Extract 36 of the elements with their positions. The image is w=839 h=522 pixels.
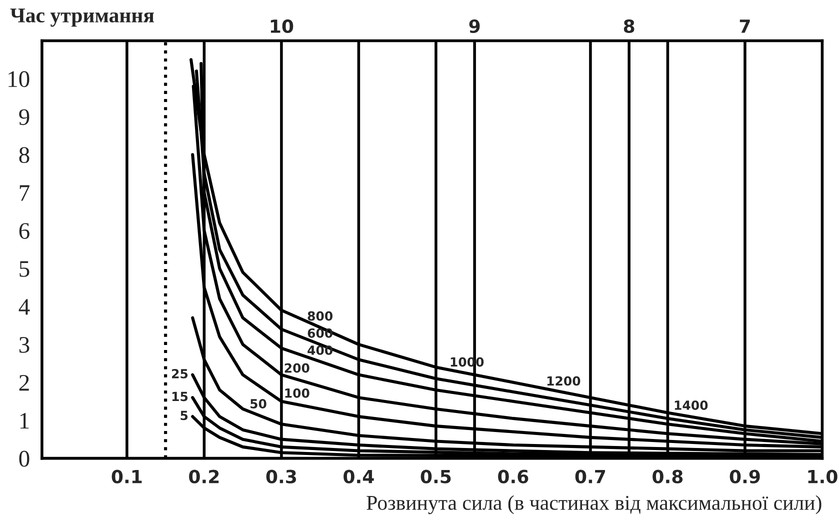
annotation: 7 xyxy=(740,20,750,33)
x-tick-label: 0.4 xyxy=(344,470,374,484)
y-tick-label: 7 xyxy=(20,185,30,201)
annotation: 1400 xyxy=(674,400,708,410)
y-tick-label: 3 xyxy=(19,336,30,353)
annotation: 15 xyxy=(172,392,188,402)
y-tick-label: 4 xyxy=(18,299,30,315)
annotation: 800 xyxy=(308,311,333,321)
x-tick-label: 0.6 xyxy=(498,470,528,484)
y-tick-label: 2 xyxy=(19,374,29,391)
annotation: 9 xyxy=(469,19,480,34)
y-axis-title: Час утримання xyxy=(10,8,154,27)
y-tick-label: 8 xyxy=(19,147,30,164)
x-tick-label: 0.2 xyxy=(189,470,219,484)
annotation: 10 xyxy=(270,19,294,34)
annotation: 200 xyxy=(284,363,310,373)
x-axis-title: Розвинута сила (в частинах від максимальної сили) xyxy=(366,495,822,514)
annotation: 8 xyxy=(624,19,634,34)
x-tick-label: 0.7 xyxy=(575,470,606,484)
annotation: 5 xyxy=(180,410,188,420)
y-tick-label: 10 xyxy=(8,71,30,88)
annotation: 50 xyxy=(250,398,266,408)
y-tick-label: 6 xyxy=(19,223,30,239)
x-tick-label: 0.3 xyxy=(266,470,296,484)
annotation: 100 xyxy=(285,388,310,398)
x-tick-label: 0.8 xyxy=(652,470,683,484)
x-tick-label: 0.1 xyxy=(112,470,142,484)
x-tick-label: 1.0 xyxy=(808,470,838,484)
y-tick-label: 5 xyxy=(20,261,30,277)
y-tick-label: 0 xyxy=(19,450,30,467)
x-tick-label: 0.5 xyxy=(420,470,451,484)
x-tick-label: 0.9 xyxy=(730,470,760,484)
annotation: 25 xyxy=(172,368,188,378)
y-tick-label: 9 xyxy=(19,109,30,126)
annotation: 1200 xyxy=(547,376,580,386)
y-tick-label: 1 xyxy=(20,412,29,429)
